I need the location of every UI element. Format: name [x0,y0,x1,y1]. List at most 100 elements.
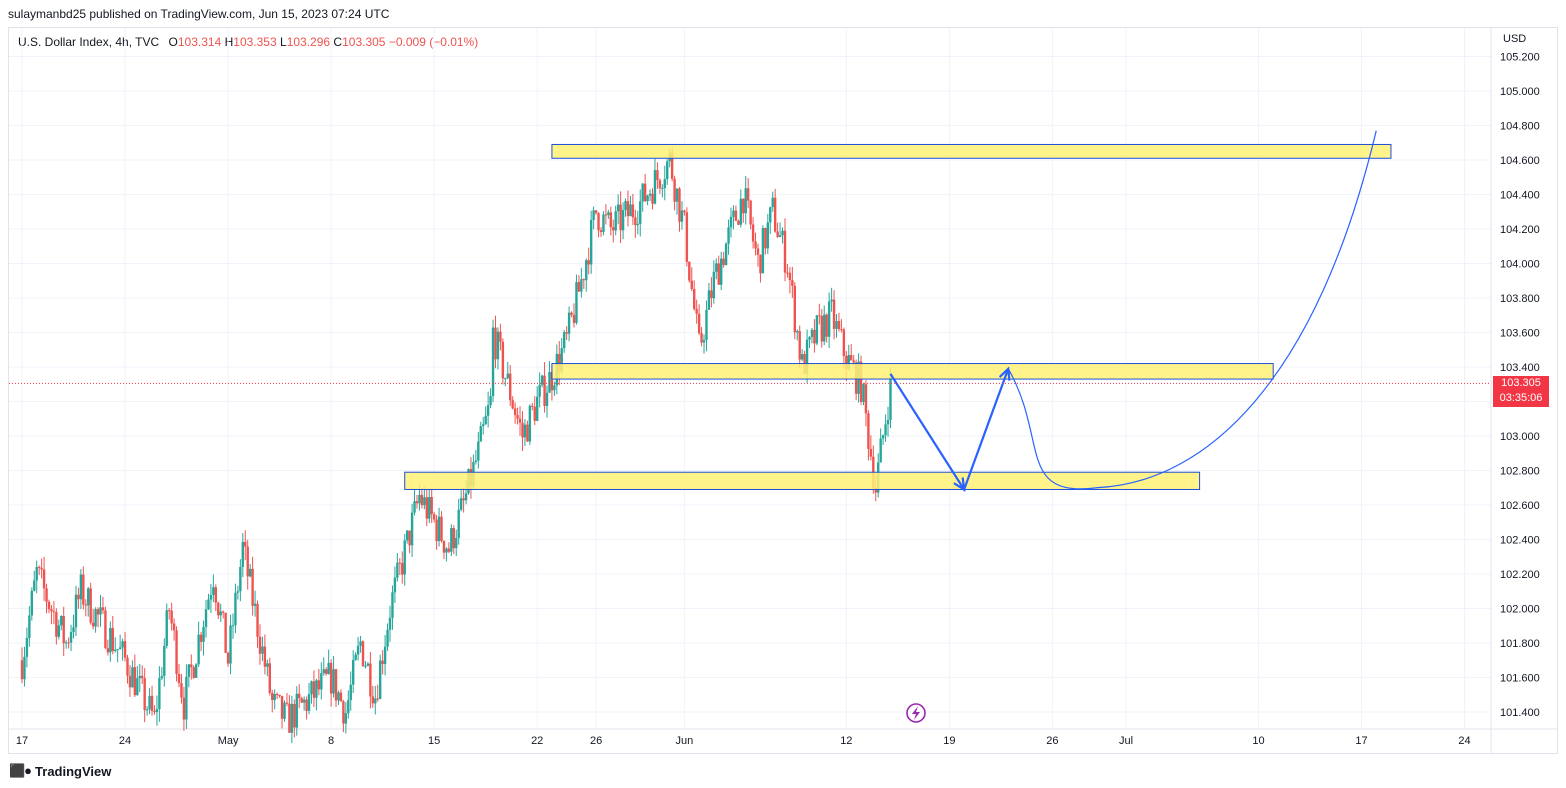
candle-body [180,683,183,698]
candle-body [589,219,593,265]
candle-body [619,204,622,231]
time-tick-label: 24 [119,735,131,747]
candle-body [609,212,612,228]
candle-body [827,301,831,337]
candle-body [285,702,289,704]
candle-body [251,568,254,606]
candle-body [847,355,850,370]
candle-body [312,681,316,698]
candle-body [364,665,367,667]
candle-body [516,415,519,419]
candle-body [104,610,107,649]
candle-body [145,709,149,711]
candle-body [614,211,617,231]
candle-body [852,360,855,363]
price-tick-label: 102.800 [1500,466,1540,478]
candle-body [720,258,723,285]
candle-body [405,530,409,541]
candle-body [432,514,436,520]
currency-label[interactable]: USD [1503,33,1527,45]
candle-body [69,632,73,643]
candle-body [661,188,664,190]
candle-body [513,408,517,416]
candle-body [501,341,505,379]
candle-body [52,611,56,613]
candle-body [302,699,306,703]
candle-body [418,494,421,504]
candle-body [354,654,357,660]
candle-body [536,396,539,421]
candle-body [653,170,657,204]
candle-body [690,280,693,289]
time-tick-label: Jun [676,735,694,747]
candle-body [393,577,397,593]
candle-body [607,212,610,216]
candle-body [236,591,240,593]
candle-body [781,230,784,236]
candle-body [572,314,576,323]
time-tick-label: 17 [16,735,28,747]
candle-body [256,603,259,637]
candle-body [280,696,284,719]
time-tick-label: 22 [531,735,543,747]
candle-body [639,201,642,224]
candle-body [592,210,595,220]
candle-body [226,652,230,664]
candle-body [599,230,603,232]
candle-body [349,684,352,701]
price-tick-label: 102.400 [1500,535,1540,547]
candle-body [369,663,372,697]
candle-body [862,384,865,402]
footer-brand[interactable]: ⬛● TradingView [9,763,111,779]
candle-body [764,228,767,249]
candle-body [746,188,750,201]
candle-body [217,602,220,616]
price-tick-label: 102.200 [1500,569,1540,581]
candle-body [23,656,26,680]
symbol-name[interactable]: U.S. Dollar Index, 4h, TVC [18,35,160,49]
candle-body [94,609,97,627]
candle-body [383,646,387,665]
open-label: O [168,35,178,49]
candle-body [47,601,51,610]
candle-body [484,415,487,425]
candle-body [526,424,529,442]
candle-body [700,333,703,343]
candle-body [729,216,733,228]
candle-body [334,669,338,701]
candle-body [131,667,134,688]
candle-body [643,183,647,202]
open-value: 103.314 [177,35,222,49]
grid-lines [9,28,1558,754]
candle-body [79,574,83,600]
candle-body [258,636,262,654]
candle-body [136,678,139,696]
candle-body [751,224,755,242]
flash-icon[interactable] [906,703,926,723]
publisher-info: sulaymanbd25 published on TradingView.co… [8,7,390,21]
candle-body [35,567,38,581]
time-tick-label: 19 [943,735,955,747]
candle-body [585,260,588,281]
candle-body [413,501,416,513]
candle-body [582,279,586,281]
candle-body [204,609,208,627]
candle-body [705,309,708,341]
candle-body [788,272,792,281]
candle-body [879,438,882,463]
candle-body [37,567,41,569]
candle-body [528,405,532,442]
price-tick-label: 104.800 [1500,121,1540,133]
time-tick-label: 24 [1458,735,1470,747]
candle-body [219,611,222,616]
candle-body [754,241,757,249]
candle-body [42,569,46,589]
candle-body [271,692,274,700]
candle-body [190,664,193,668]
candle-body [523,424,527,438]
candle-body [658,180,662,189]
candle-body [521,422,524,438]
candle-body [371,696,375,704]
candle-body [263,646,267,667]
